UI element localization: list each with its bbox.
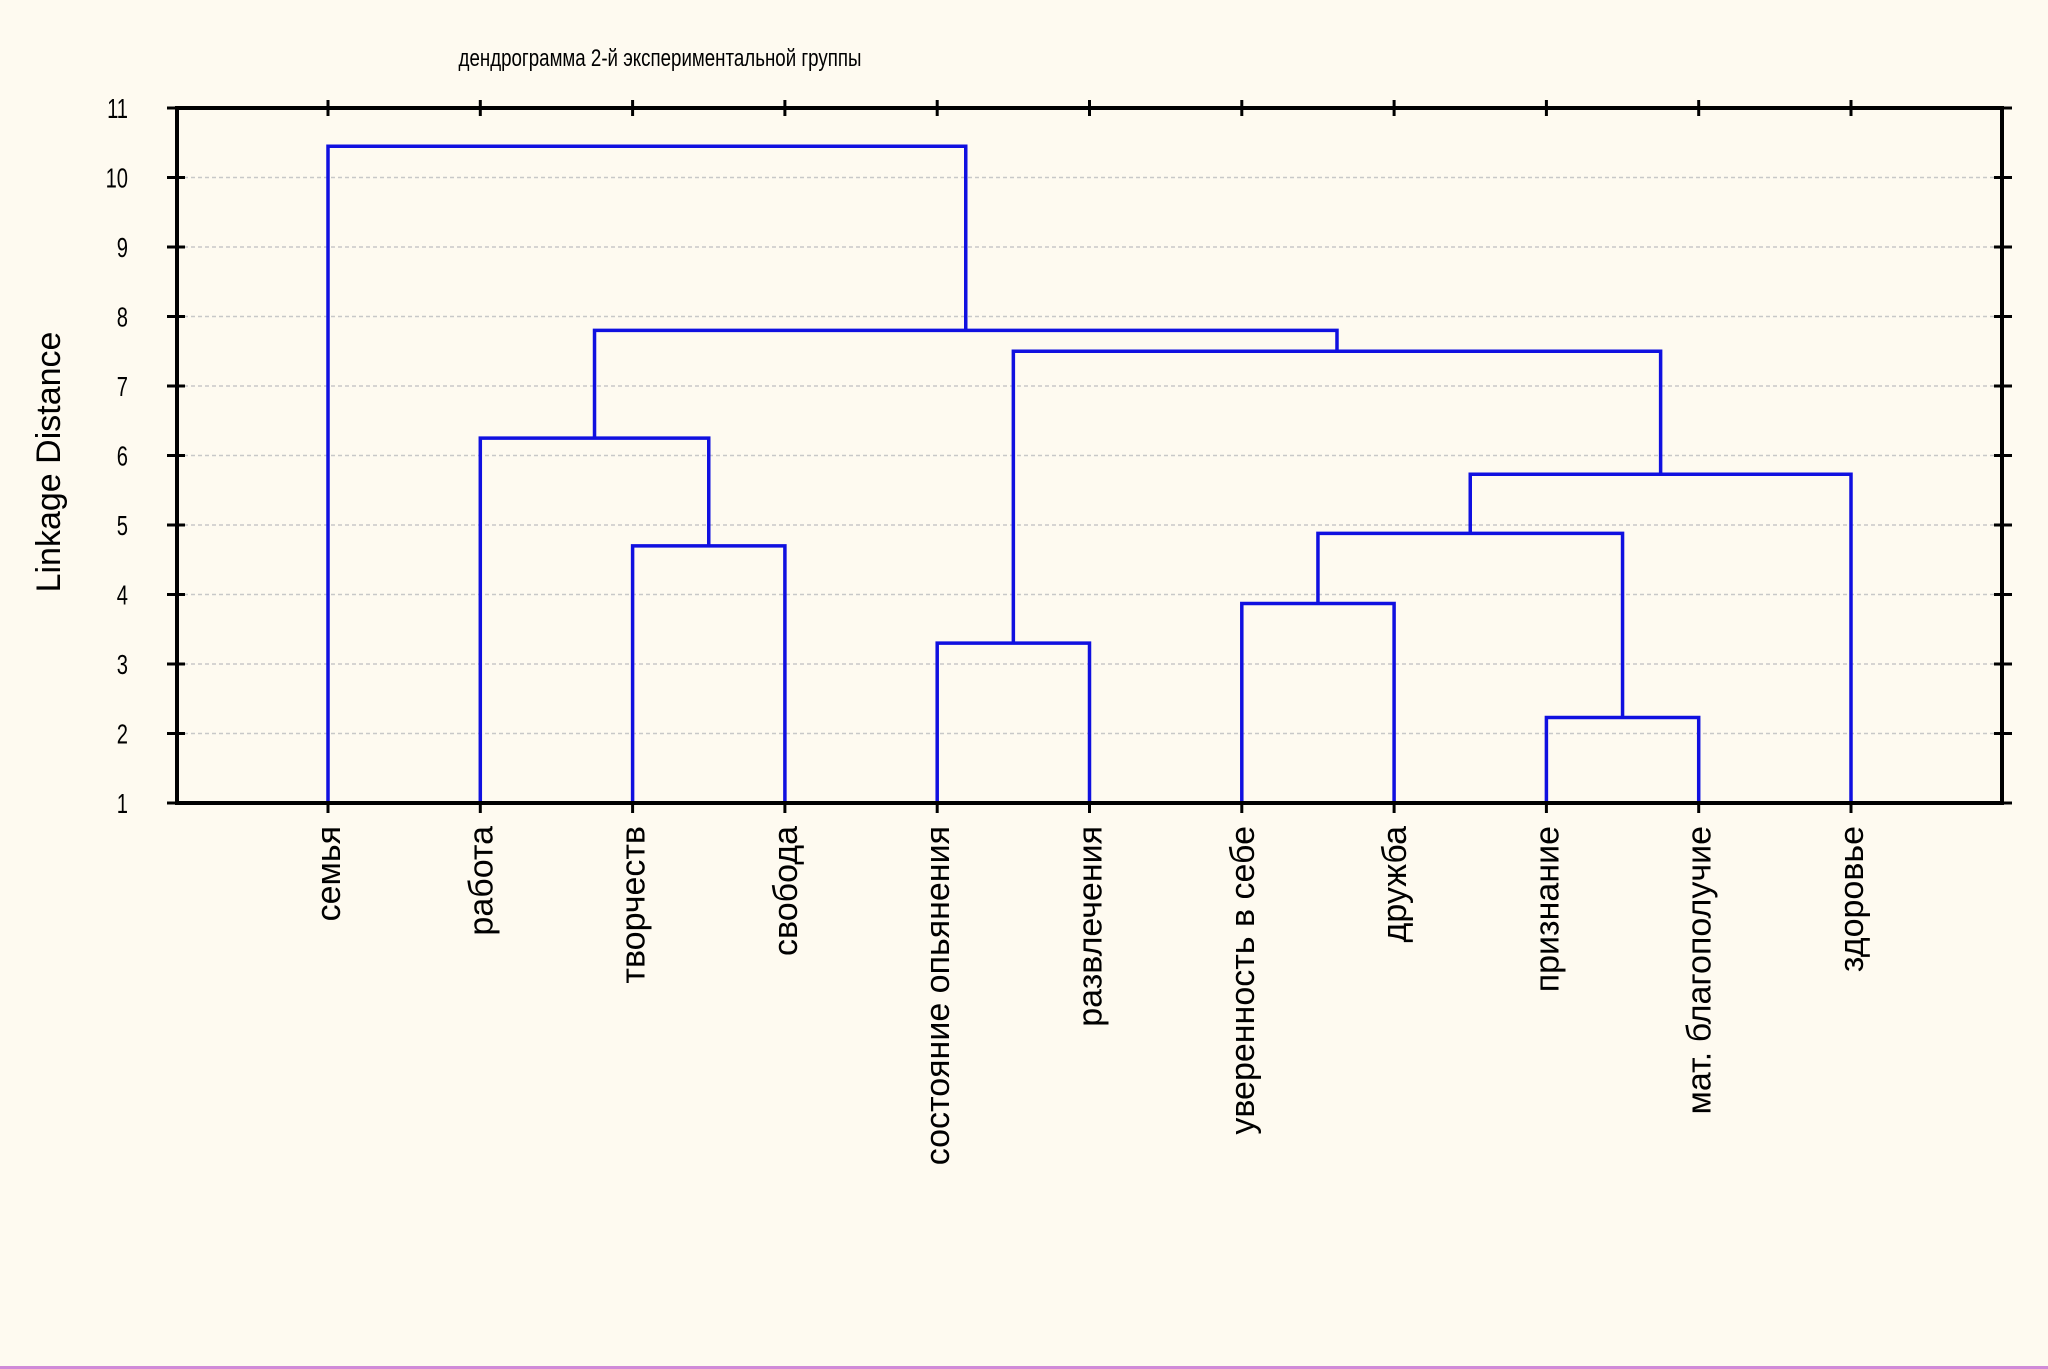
dendrogram-link xyxy=(630,544,787,803)
y-tick-label: 6 xyxy=(117,441,128,472)
leaf-label: семья xyxy=(310,826,348,921)
dendrogram-link xyxy=(326,144,968,803)
axis-ticks xyxy=(167,100,2012,813)
y-tick-label: 4 xyxy=(117,580,128,611)
y-tick-label: 11 xyxy=(107,94,128,125)
dendrogram-link xyxy=(1011,349,1663,644)
y-tick-label: 7 xyxy=(117,372,128,403)
y-tick-label: 2 xyxy=(117,719,128,750)
bottom-border xyxy=(0,1366,2048,1369)
dendrogram-link xyxy=(935,641,1092,803)
y-tick-label: 10 xyxy=(106,163,128,194)
leaf-label: признание xyxy=(1528,826,1566,992)
y-tick-label: 8 xyxy=(117,302,128,333)
y-tick-labels: 1 2 3 4 5 6 7 8 9 10 11 xyxy=(106,94,128,820)
y-tick-label: 3 xyxy=(117,650,128,681)
dendrogram-link xyxy=(478,436,711,803)
dendrogram-link xyxy=(1544,715,1701,803)
leaf-label: уверенность в себе xyxy=(1224,826,1262,1135)
leaf-labels: семья работа творчеств свобода состояние опь… xyxy=(310,826,1871,1165)
leaf-label: здоровье xyxy=(1833,826,1871,972)
leaf-label: состояние опьянения xyxy=(919,826,957,1165)
y-tick-label: 1 xyxy=(117,789,128,820)
leaf-label: дружба xyxy=(1376,826,1414,943)
y-tick-label: 9 xyxy=(117,233,128,264)
dendrogram-link xyxy=(1468,472,1853,803)
y-tick-label: 5 xyxy=(117,511,128,542)
leaf-label: развлечения xyxy=(1072,826,1110,1027)
dendrogram-links xyxy=(326,144,1853,803)
chart-title: дендрограмма 2-й экспериментальной групп… xyxy=(459,45,862,72)
leaf-label: мат. благополучие xyxy=(1681,826,1719,1115)
dendrogram-link xyxy=(592,328,1339,439)
leaf-label: свобода xyxy=(767,826,805,956)
leaf-label: творчеств xyxy=(615,826,653,984)
dendrogram-link xyxy=(1240,601,1396,803)
leaf-label: работа xyxy=(462,826,500,936)
y-axis-label: Linkage Distance xyxy=(30,332,68,593)
dendrogram-link xyxy=(1316,531,1625,718)
